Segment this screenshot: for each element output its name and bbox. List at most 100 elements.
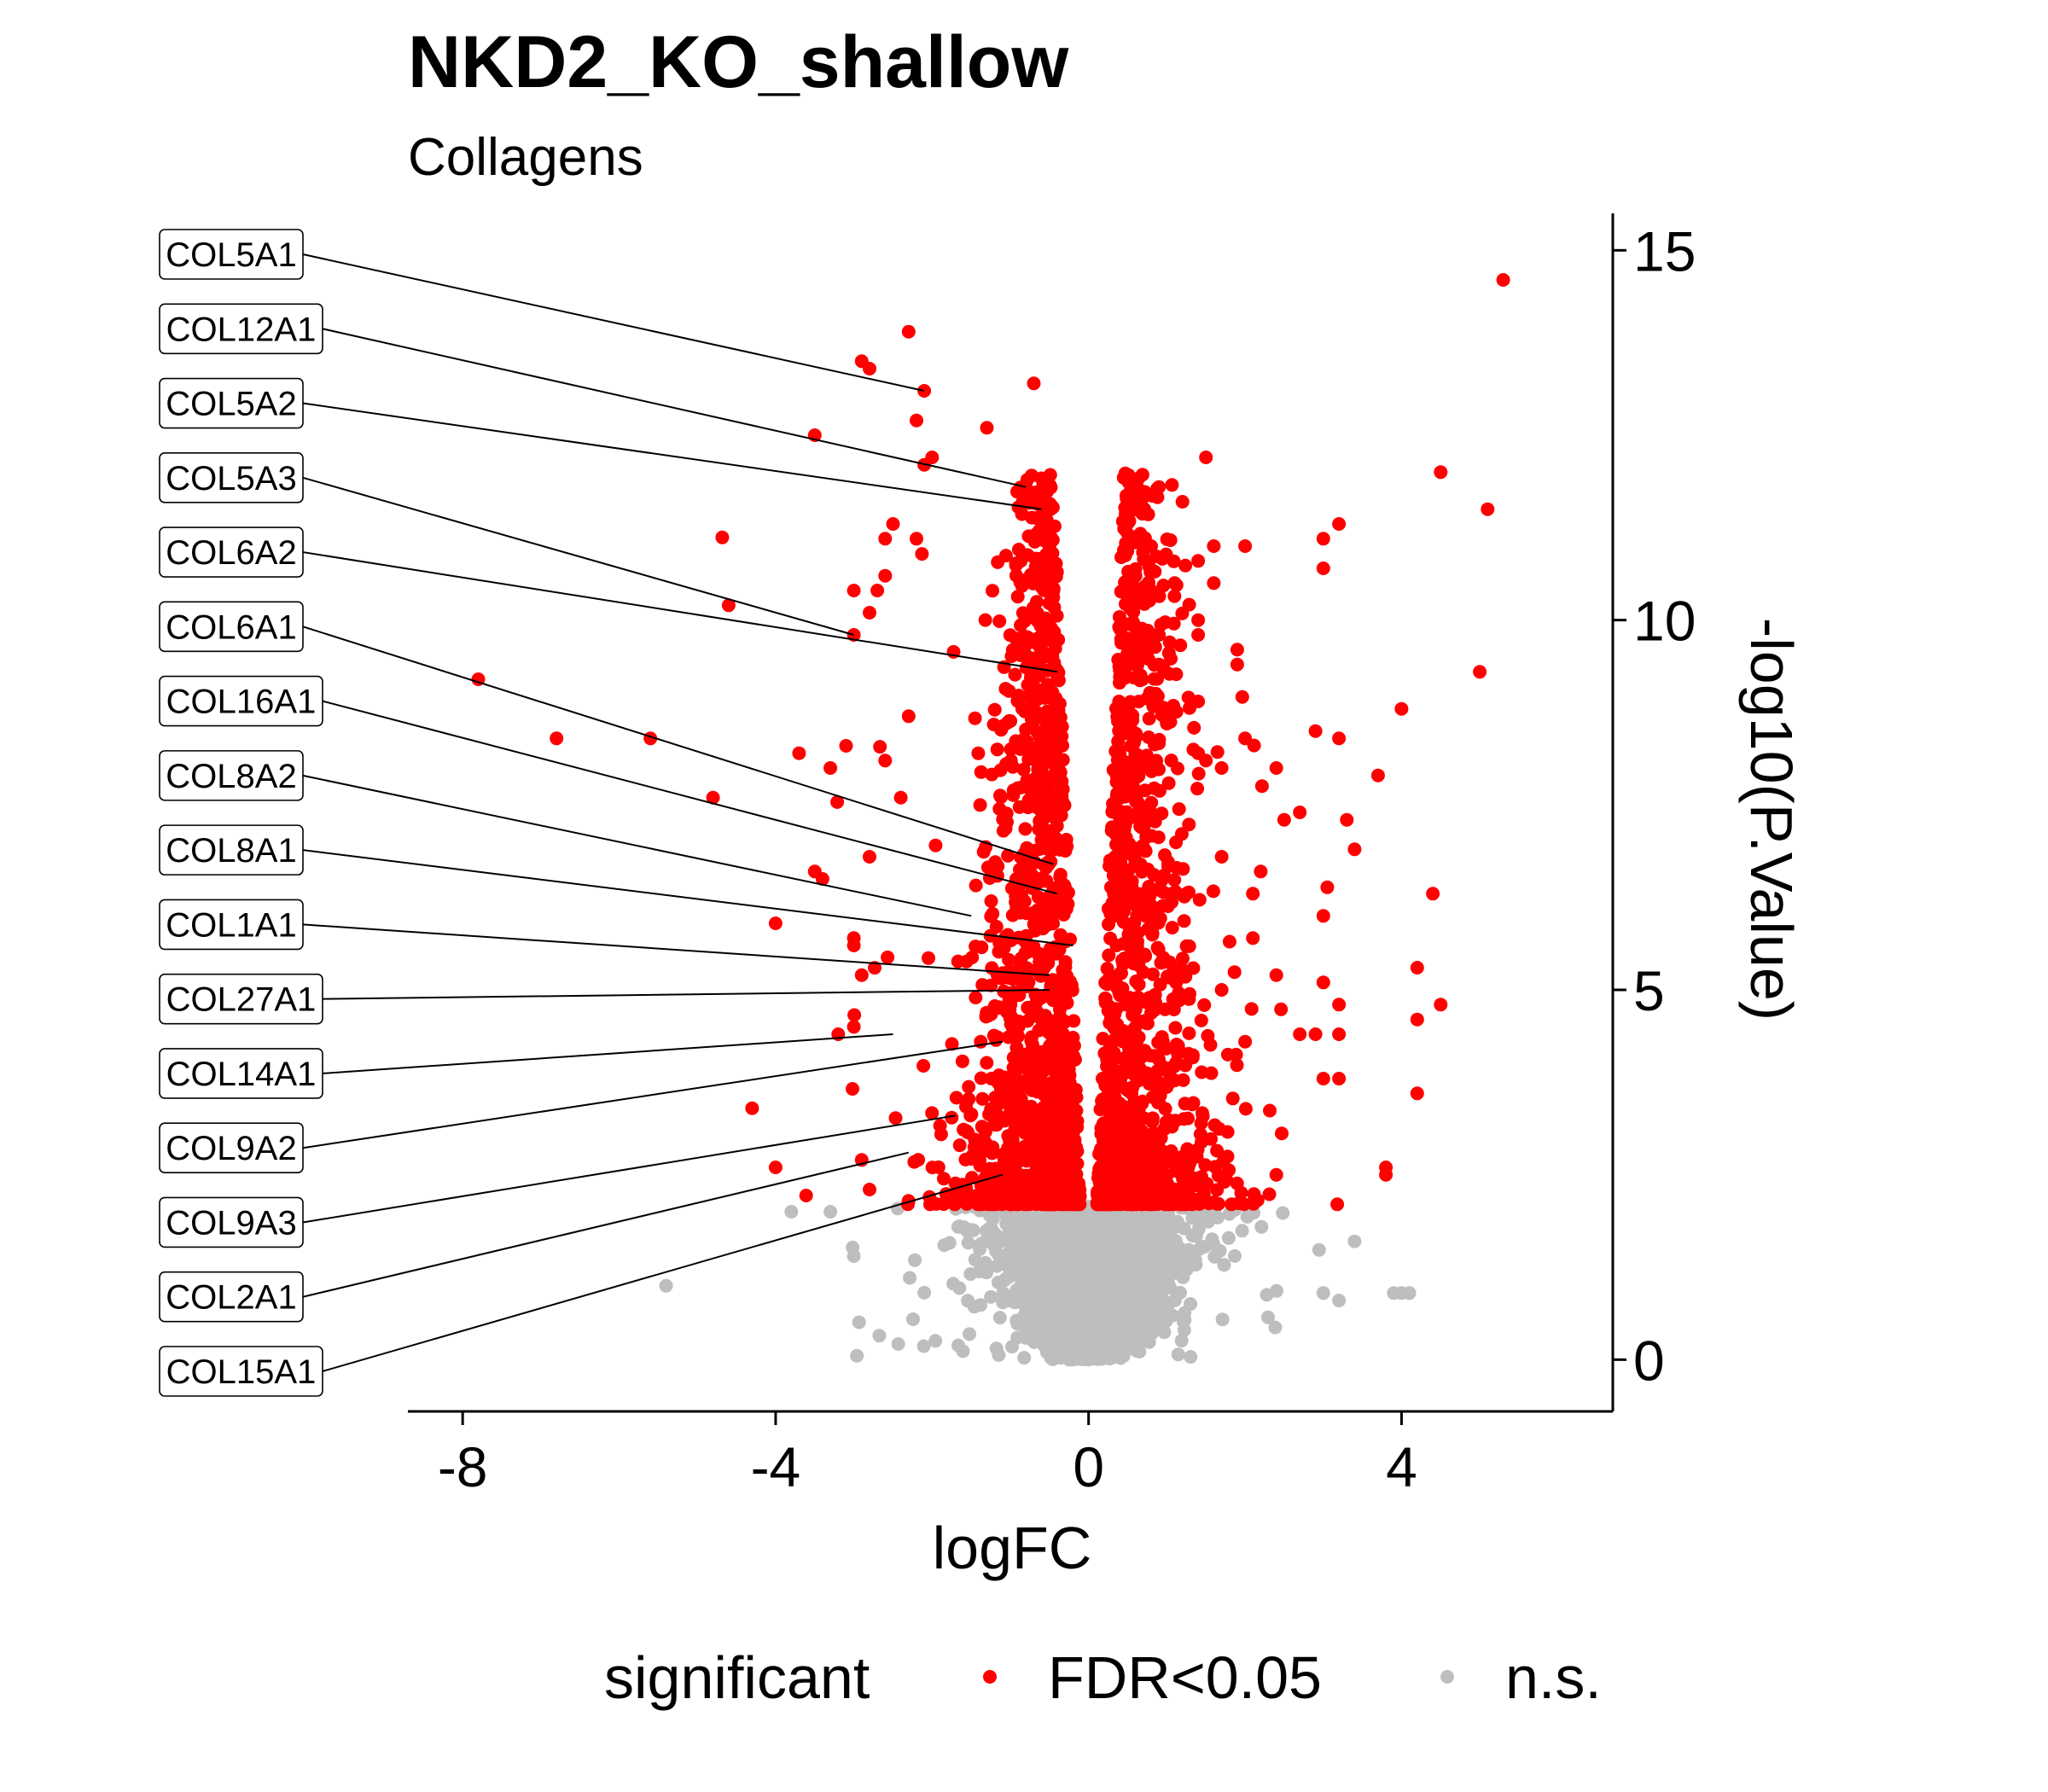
point-ns — [1164, 1266, 1178, 1281]
point-ns — [1103, 1311, 1117, 1324]
point-significant — [1029, 595, 1044, 609]
point-ns — [917, 1285, 932, 1300]
point-significant — [1165, 478, 1179, 492]
point-significant — [1177, 914, 1191, 928]
point-ns — [1050, 1301, 1064, 1316]
point-ns — [1001, 1246, 1015, 1260]
point-ns — [1003, 1294, 1017, 1308]
point-ns — [1261, 1310, 1275, 1324]
point-ns — [1276, 1206, 1290, 1220]
point-ns — [961, 1294, 975, 1308]
point-ns — [984, 1289, 998, 1304]
point-significant — [873, 740, 887, 754]
point-ns — [1176, 1270, 1190, 1284]
point-significant — [1113, 676, 1126, 690]
point-significant — [1149, 686, 1163, 701]
point-significant — [974, 1071, 988, 1085]
point-significant — [988, 855, 1003, 870]
point-ns — [1121, 1223, 1136, 1236]
point-ns — [1009, 1283, 1024, 1297]
point-ns — [1085, 1305, 1100, 1319]
point-ns — [1154, 1235, 1168, 1249]
point-significant — [998, 682, 1013, 696]
point-ns — [981, 1230, 996, 1244]
point-ns — [1189, 1229, 1203, 1243]
point-significant — [1067, 1014, 1081, 1028]
point-ns — [1069, 1324, 1084, 1338]
point-significant — [1128, 1003, 1143, 1016]
point-ns — [928, 1334, 943, 1348]
point-ns — [916, 1339, 931, 1353]
point-ns — [1054, 1213, 1068, 1228]
point-ns — [1185, 1211, 1200, 1225]
point-ns — [992, 1311, 1007, 1325]
point-ns — [1228, 1248, 1242, 1263]
point-ns — [937, 1238, 951, 1253]
point-ns — [1044, 1334, 1058, 1348]
point-ns — [1017, 1351, 1032, 1365]
point-ns — [1069, 1289, 1084, 1304]
point-significant — [907, 1155, 922, 1169]
point-significant — [973, 798, 987, 812]
point-ns — [1054, 1253, 1068, 1266]
point-ns — [852, 1315, 866, 1329]
point-ns — [1254, 1219, 1269, 1234]
point-ns — [1027, 1305, 1042, 1319]
point-ns — [963, 1267, 978, 1281]
chart-title: NKD2_KO_shallow — [408, 21, 1069, 103]
point-ns — [992, 1231, 1006, 1245]
point-significant — [922, 951, 935, 965]
point-ns — [1174, 1334, 1189, 1348]
point-ns — [1120, 1289, 1135, 1303]
point-significant — [971, 746, 986, 760]
point-significant — [1330, 1197, 1345, 1212]
point-ns — [1009, 1235, 1024, 1249]
point-ns — [1046, 1266, 1061, 1280]
point-ns — [1168, 1247, 1183, 1261]
chart-subtitle: Collagens — [408, 128, 643, 187]
point-ns — [1096, 1342, 1110, 1357]
point-ns — [1268, 1320, 1283, 1335]
point-significant — [1222, 934, 1236, 949]
point-ns — [963, 1327, 976, 1341]
point-ns — [908, 1253, 922, 1267]
point-significant — [1197, 998, 1212, 1012]
point-ns — [989, 1244, 1004, 1259]
point-significant — [952, 1138, 967, 1153]
point-ns — [1082, 1264, 1096, 1278]
point-ns — [1120, 1302, 1135, 1317]
point-ns — [1150, 1321, 1165, 1335]
point-significant — [1142, 712, 1156, 726]
point-ns — [1126, 1329, 1140, 1344]
point-significant — [980, 1056, 994, 1070]
point-ns — [1042, 1278, 1056, 1293]
point-ns — [1067, 1260, 1081, 1275]
point-ns — [1167, 1293, 1182, 1307]
point-significant — [1194, 1013, 1208, 1027]
point-significant — [1210, 745, 1225, 759]
point-ns — [968, 1253, 982, 1267]
point-significant — [1126, 708, 1140, 723]
point-ns — [956, 1344, 970, 1359]
point-ns — [1155, 1252, 1169, 1266]
point-significant — [991, 555, 1005, 569]
point-ns — [1155, 1291, 1169, 1306]
point-ns — [1089, 1242, 1103, 1256]
point-ns — [1312, 1242, 1326, 1257]
point-significant — [1204, 1132, 1218, 1146]
point-significant — [1263, 1103, 1277, 1118]
point-ns — [1177, 1323, 1191, 1337]
point-ns — [1078, 1277, 1091, 1291]
point-ns — [1139, 1217, 1154, 1231]
point-ns — [1026, 1273, 1040, 1288]
point-significant — [1100, 962, 1114, 976]
point-significant — [962, 1079, 976, 1094]
point-significant — [1178, 1097, 1192, 1111]
point-significant — [958, 1152, 973, 1167]
point-significant — [1116, 470, 1131, 485]
point-ns — [961, 1236, 975, 1250]
point-ns — [1124, 1210, 1138, 1225]
point-significant — [1119, 506, 1132, 521]
point-ns — [978, 1255, 992, 1270]
point-significant — [1244, 1002, 1259, 1016]
